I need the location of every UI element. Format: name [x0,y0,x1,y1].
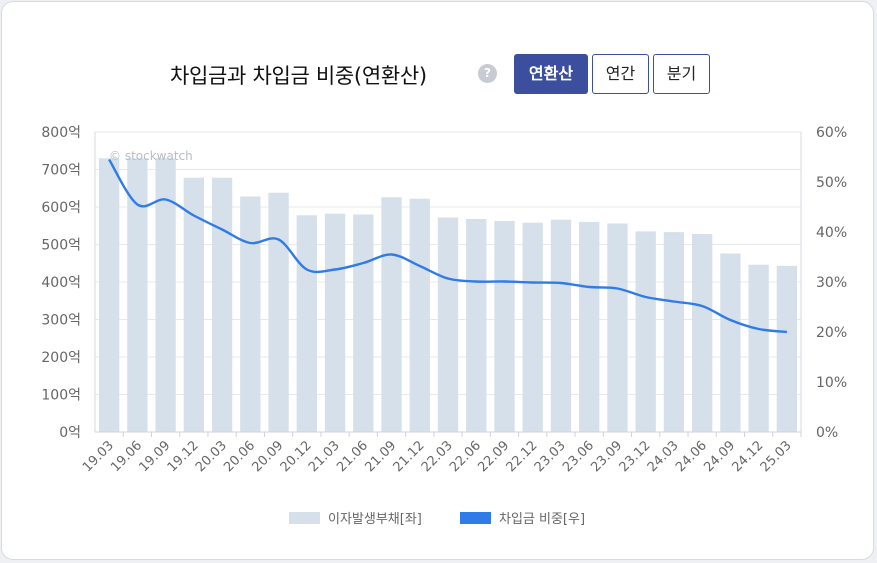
x-tick-label: 23.06 [560,438,597,475]
x-tick-label: 23.09 [588,438,625,475]
right-tick-label: 40% [816,225,847,241]
x-tick-label: 21.06 [334,438,371,475]
left-tick-label: 0억 [59,425,81,441]
x-tick-label: 21.03 [306,438,343,475]
bar [720,253,741,432]
x-tick-label: 20.09 [249,438,286,475]
bar [437,217,459,432]
x-tick-label: 23.12 [617,438,654,475]
left-tick-label: 100억 [41,388,81,404]
x-tick-label: 22.06 [447,438,484,475]
bar [466,219,487,432]
bar [324,213,346,432]
right-tick-label: 50% [816,175,847,191]
bar [98,158,120,432]
chart-svg: 0억 100억 200억 300억 400억 500억 600억 700억 800억 0% 10% 2… [41,125,847,475]
bar [748,264,769,432]
bar [127,158,148,432]
annualized-button[interactable]: 연환산 [514,54,588,94]
x-tick-label: 21.12 [391,438,428,475]
watermark: © stockwatch [109,149,193,163]
x-tick-label: 24.06 [673,438,710,475]
left-tick-label: 700억 [41,163,81,179]
bar [607,223,628,432]
left-tick-label: 300억 [41,313,81,329]
x-tick-label: 20.12 [278,438,315,475]
x-tick-label: 19.12 [165,438,202,475]
bar [663,232,685,432]
x-tick-label: 24.12 [730,438,767,475]
legend-item-bar[interactable]: 이자발생부채[좌] [289,508,422,527]
bar [211,177,233,432]
x-tick-label: 19.09 [137,438,174,475]
x-tick-label: 21.09 [362,438,399,475]
bar [296,215,317,432]
x-tick-label: 23.03 [532,438,569,475]
x-tick-label: 19.03 [80,438,117,475]
right-tick-label: 20% [816,325,847,341]
quarterly-button[interactable]: 분기 [653,54,710,94]
bar [494,220,515,432]
bar [409,198,430,432]
legend-swatch-line [460,512,491,524]
legend-label-line: 차입금 비중[우] [499,512,586,527]
right-tick-label: 0% [816,425,838,441]
x-tick-label: 22.03 [419,438,456,475]
right-tick-label: 10% [816,375,847,391]
x-tick-label: 19.06 [108,438,145,475]
legend-swatch-bar [289,512,320,524]
x-tick-label: 22.12 [504,438,541,475]
left-tick-label: 600억 [41,200,81,216]
x-tick-label: 24.03 [645,438,682,475]
help-icon[interactable]: ? [478,64,497,83]
bar [550,219,572,432]
ratio-line [108,158,788,334]
x-tick-label: 24.09 [701,438,738,475]
bar [183,177,205,432]
bar [635,231,656,432]
bar [155,158,176,432]
left-tick-label: 800억 [41,125,81,141]
bar [240,196,261,432]
bar [776,265,798,432]
left-tick-label: 200억 [41,350,81,366]
right-tick-label: 60% [816,125,847,141]
bar [522,222,543,432]
bar [691,234,713,432]
legend-item-line[interactable]: 차입금 비중[우] [460,508,585,527]
legend-label-bar: 이자발생부채[좌] [328,512,422,527]
x-tick-label: 20.06 [221,438,258,475]
left-tick-label: 400억 [41,275,81,291]
bar [268,192,289,432]
bar [381,197,402,432]
bar [579,222,600,432]
x-tick-label: 20.03 [193,438,230,475]
chart-title: 차입금과 차입금 비중(연환산) [170,64,427,88]
x-tick-label: 25.03 [758,438,795,475]
annual-button[interactable]: 연간 [592,54,649,94]
left-tick-label: 500억 [41,238,81,254]
right-tick-label: 30% [816,275,847,291]
x-tick-label: 22.09 [475,438,512,475]
bar [353,214,374,432]
